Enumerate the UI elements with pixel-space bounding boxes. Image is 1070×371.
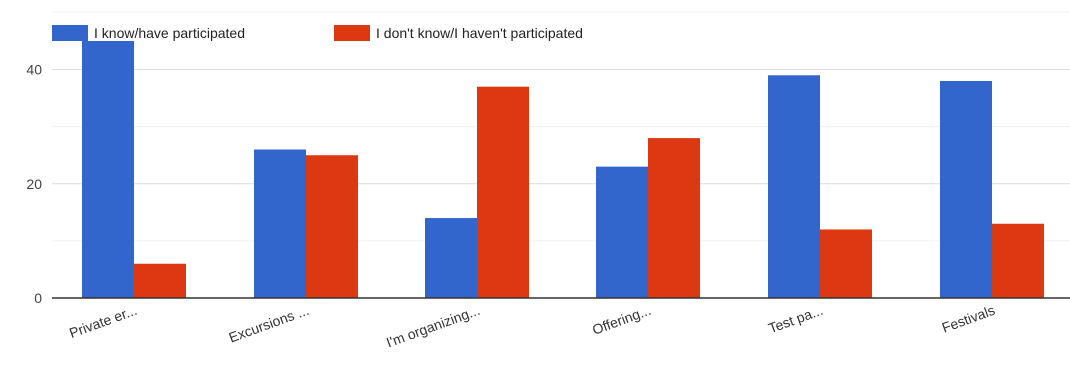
legend-item-1[interactable]: I don't know/I haven't participated [334,25,583,41]
bar-participated-3[interactable] [596,166,648,298]
bar-participated-5[interactable] [940,80,992,298]
legend-item-0[interactable]: I know/have participated [52,25,245,41]
y-tick-label: 40 [26,62,42,78]
bar-not-participated-0[interactable] [134,263,186,298]
legend-label: I don't know/I haven't participated [376,25,583,41]
bar-participated-4[interactable] [768,75,820,299]
x-category-label: Festivals [940,302,997,336]
legend[interactable]: I know/have participated I don't know/I h… [52,25,583,41]
bar-not-participated-5[interactable] [992,223,1044,298]
x-axis-labels: Private er... Excursions ... I'm organizin… [67,302,997,351]
legend-swatch [52,25,88,41]
legend-swatch [334,25,370,41]
x-category-label: Offering... [590,302,653,338]
bar-not-participated-1[interactable] [306,155,358,298]
y-tick-label: 20 [26,176,42,192]
x-category-label: Test pa... [766,302,825,336]
x-category-label: Excursions ... [227,302,311,346]
y-tick-label: 0 [34,290,42,306]
bar-participated-1[interactable] [254,149,306,298]
bar-not-participated-2[interactable] [477,86,529,298]
bar-not-participated-4[interactable] [820,229,872,298]
bar-participated-2[interactable] [425,218,477,298]
bar-not-participated-3[interactable] [648,138,700,298]
y-axis-ticks: 0 20 40 [26,62,42,306]
legend-label: I know/have participated [94,25,245,41]
x-category-label: Private er... [67,302,139,341]
bars [82,41,1044,299]
x-category-label: I'm organizing... [384,302,482,351]
bar-participated-0[interactable] [82,41,134,298]
grid-lines [52,11,1070,242]
